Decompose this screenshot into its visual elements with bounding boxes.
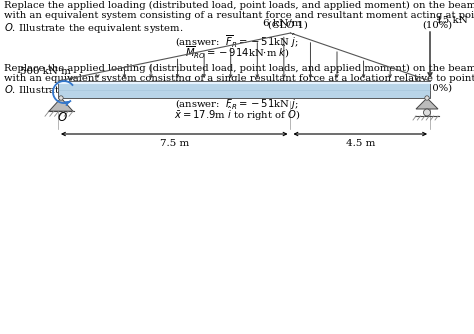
Circle shape bbox=[425, 96, 429, 100]
Polygon shape bbox=[416, 98, 438, 109]
Text: (10%): (10%) bbox=[422, 84, 452, 93]
Text: (CLO 1): (CLO 1) bbox=[268, 21, 308, 30]
Text: (CLO 1): (CLO 1) bbox=[268, 84, 308, 93]
Text: 500 kN·m: 500 kN·m bbox=[20, 66, 71, 75]
Text: (10%): (10%) bbox=[422, 21, 452, 30]
Text: $O$. Illustrate the equivalent system.: $O$. Illustrate the equivalent system. bbox=[4, 84, 183, 98]
Text: (answer:  $\overline{F}_R = -51$kN $\hat{j}$;: (answer: $\overline{F}_R = -51$kN $\hat{… bbox=[175, 31, 299, 50]
Text: $\bar{x} = 17.9$m $\hat{i}$ to right of $O$): $\bar{x} = 17.9$m $\hat{i}$ to right of … bbox=[174, 105, 300, 123]
Text: Replace the applied loading (distributed load, point loads, and applied moment) : Replace the applied loading (distributed… bbox=[4, 1, 474, 10]
Text: 15 kN: 15 kN bbox=[436, 16, 468, 25]
Text: $O$. Illustrate the equivalent system.: $O$. Illustrate the equivalent system. bbox=[4, 21, 183, 35]
Text: 6 kN/m: 6 kN/m bbox=[263, 18, 302, 27]
Circle shape bbox=[59, 96, 63, 100]
Text: with an equivalent system consisting of a single resultant force at a location r: with an equivalent system consisting of … bbox=[4, 73, 474, 82]
Circle shape bbox=[423, 109, 430, 116]
Polygon shape bbox=[49, 98, 73, 111]
Text: $O$: $O$ bbox=[57, 111, 68, 124]
Text: (answer:  $\overline{F}_R = -51$kN $\hat{j}$;: (answer: $\overline{F}_R = -51$kN $\hat{… bbox=[175, 94, 299, 113]
Text: with an equivalent system consisting of a resultant force and resultant moment a: with an equivalent system consisting of … bbox=[4, 11, 474, 20]
Text: Replace the applied loading (distributed load, point loads, and applied moment) : Replace the applied loading (distributed… bbox=[4, 64, 474, 73]
Text: 7.5 m: 7.5 m bbox=[160, 139, 189, 148]
Bar bbox=[58, 81, 430, 98]
Text: $\overline{M}_{RO} = -914$kN$\cdot$m $\hat{k}$): $\overline{M}_{RO} = -914$kN$\cdot$m $\h… bbox=[185, 42, 289, 60]
Text: 4.5 m: 4.5 m bbox=[346, 139, 375, 148]
